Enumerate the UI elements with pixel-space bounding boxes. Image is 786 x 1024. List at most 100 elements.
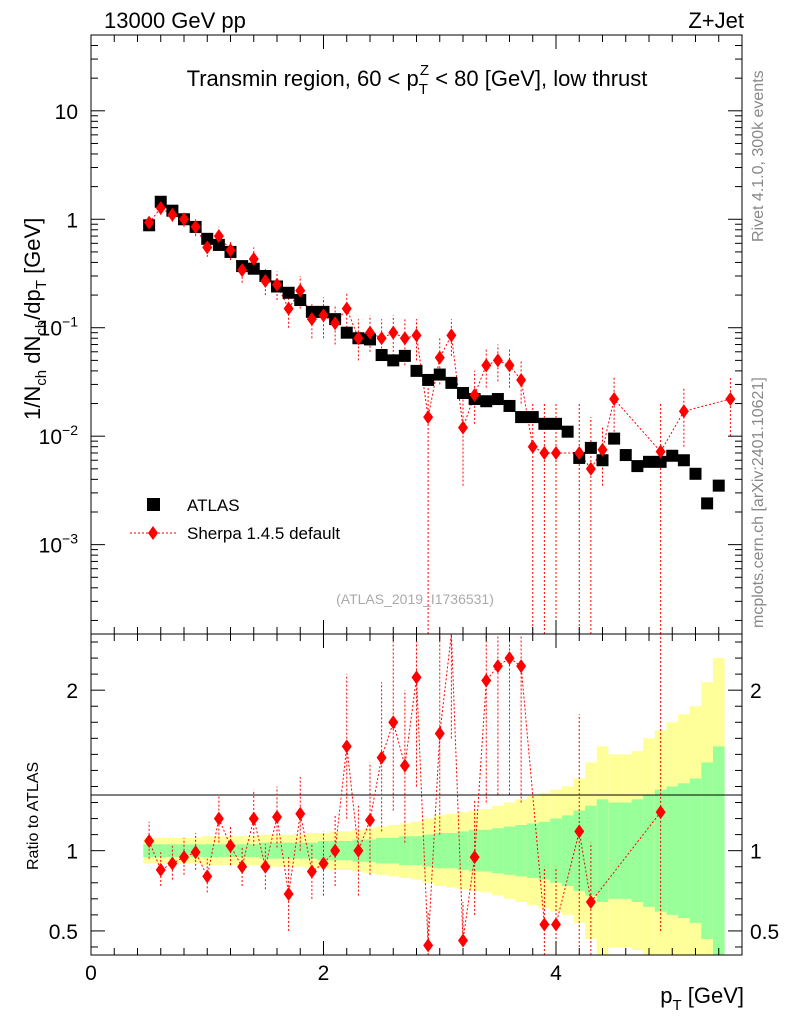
sherpa-data-point	[609, 392, 620, 407]
atlas-data-point	[619, 449, 632, 462]
x-tick-label: 2	[318, 962, 330, 985]
sherpa-data-point	[260, 273, 271, 288]
sherpa-data-point	[272, 277, 282, 292]
atlas-data-point	[212, 238, 225, 251]
ratio-stat-band	[712, 746, 725, 955]
sherpa-ratio-point	[341, 739, 352, 754]
sherpa-ratio-point	[423, 938, 434, 953]
atlas-data-point	[596, 454, 609, 467]
legend-sherpa-marker	[148, 526, 158, 540]
ratio-y-tick-label-right: 2	[750, 680, 762, 703]
sherpa-data-point	[469, 387, 480, 402]
sherpa-data-point	[655, 444, 666, 459]
sherpa-ratio-point	[399, 758, 410, 773]
sherpa-ratio-point	[365, 813, 375, 828]
ratio-stat-band	[689, 778, 702, 923]
atlas-data-point	[422, 373, 435, 386]
sherpa-ratio-point	[469, 850, 480, 865]
atlas-data-point	[550, 417, 562, 430]
sherpa-data-point	[574, 445, 585, 460]
sherpa-data-point	[190, 219, 201, 234]
ratio-stat-band	[433, 833, 446, 869]
ratio-stat-band	[678, 783, 690, 919]
main-plot-panel: 10 1 10−1 10−2 10−3 Transmin region, 60 < pT…	[20, 34, 743, 635]
ratio-stat-band	[631, 799, 644, 903]
atlas-data-point	[201, 232, 214, 245]
atlas-data-point	[305, 305, 318, 318]
sherpa-data-point	[306, 312, 317, 327]
sherpa-data-point	[539, 445, 550, 460]
atlas-data-point	[410, 364, 423, 377]
sherpa-ratio-point	[202, 869, 213, 884]
atlas-data-point	[282, 286, 295, 299]
sherpa-ratio-point	[353, 843, 364, 858]
sherpa-ratio-point	[155, 862, 166, 877]
sherpa-data-point	[551, 445, 561, 460]
sherpa-ratio-point	[481, 673, 492, 688]
ratio-stat-band	[399, 836, 411, 866]
sherpa-data-point	[144, 215, 155, 230]
legend-sherpa-label: Sherpa 1.4.5 default	[187, 524, 340, 543]
sherpa-ratio-point	[574, 824, 585, 839]
sherpa-data-point	[283, 301, 294, 316]
ratio-stat-band	[457, 831, 469, 870]
sherpa-data-point	[295, 283, 306, 298]
sherpa-data-point	[597, 442, 608, 457]
sherpa-ratio-point	[411, 670, 422, 685]
sherpa-ratio-point	[295, 806, 306, 821]
main-y-tick-label: 10	[55, 101, 78, 124]
ratio-stat-band	[666, 786, 679, 915]
sherpa-data-point	[248, 252, 259, 267]
ratio-stat-band	[387, 837, 400, 864]
ratio-stat-band	[154, 844, 167, 858]
main-markers	[143, 195, 736, 634]
sherpa-data-point	[411, 328, 422, 343]
atlas-data-point	[491, 393, 504, 406]
sherpa-ratio-point	[190, 845, 201, 860]
sherpa-data-point	[458, 420, 468, 435]
sherpa-ratio-point	[434, 726, 445, 741]
sherpa-data-point	[423, 410, 434, 425]
sherpa-ratio-point	[213, 811, 224, 826]
sherpa-data-point	[516, 372, 527, 387]
atlas-data-point	[631, 460, 644, 473]
atlas-data-point	[666, 449, 679, 462]
header-process-label: Z+Jet	[688, 8, 744, 33]
plot-title-post: < 80 [GeV], low thrust	[429, 66, 647, 91]
ratio-stat-band	[422, 834, 434, 867]
legend-atlas-label: ATLAS	[187, 496, 240, 515]
ratio-y-tick-label-right: 0.5	[750, 921, 779, 944]
ratio-stat-band	[492, 828, 504, 874]
atlas-data-point	[247, 262, 260, 275]
sherpa-data-point	[376, 331, 387, 346]
ratio-stat-band	[375, 837, 388, 864]
sherpa-ratio-point	[144, 834, 155, 849]
plot-title-sub: T	[419, 81, 428, 98]
sherpa-ratio-point	[237, 859, 248, 874]
x-axis-label: pT [GeV]	[660, 983, 744, 1014]
ratio-markers	[144, 633, 666, 955]
atlas-data-point	[654, 455, 667, 468]
x-tick-label: 0	[85, 962, 97, 985]
atlas-data-point	[712, 479, 725, 492]
sherpa-data-point	[330, 316, 341, 331]
sherpa-ratio-point	[585, 895, 596, 910]
legend: ATLAS Sherpa 1.4.5 default	[130, 496, 340, 543]
atlas-data-point	[701, 497, 714, 510]
atlas-data-point	[445, 376, 458, 389]
ratio-stat-band	[201, 844, 214, 858]
sherpa-data-point	[202, 240, 213, 255]
atlas-data-point	[538, 417, 551, 430]
sherpa-data-point	[504, 358, 515, 373]
ratio-y-tick-label: 1	[66, 841, 78, 864]
ratio-axes: 0.5 0.5 1 1 2 2 0 2 4	[49, 634, 779, 985]
sherpa-ratio-point	[504, 651, 515, 666]
ratio-stat-band	[619, 802, 632, 899]
atlas-data-point	[584, 441, 597, 454]
main-y-tick-label: 1	[66, 209, 78, 232]
ratio-plot-panel: 0.5 0.5 1 1 2 2 0 2 4 Ratio to ATLAS pT [GeV]	[25, 633, 779, 1014]
ratio-stat-band	[340, 841, 353, 861]
plot-title: Transmin region, 60 < pTZ < 80 [GeV], lo…	[187, 62, 648, 98]
main-y-tick-label: 10−1	[39, 314, 79, 341]
analysis-tag: (ATLAS_2019_I1736531)	[336, 591, 494, 607]
